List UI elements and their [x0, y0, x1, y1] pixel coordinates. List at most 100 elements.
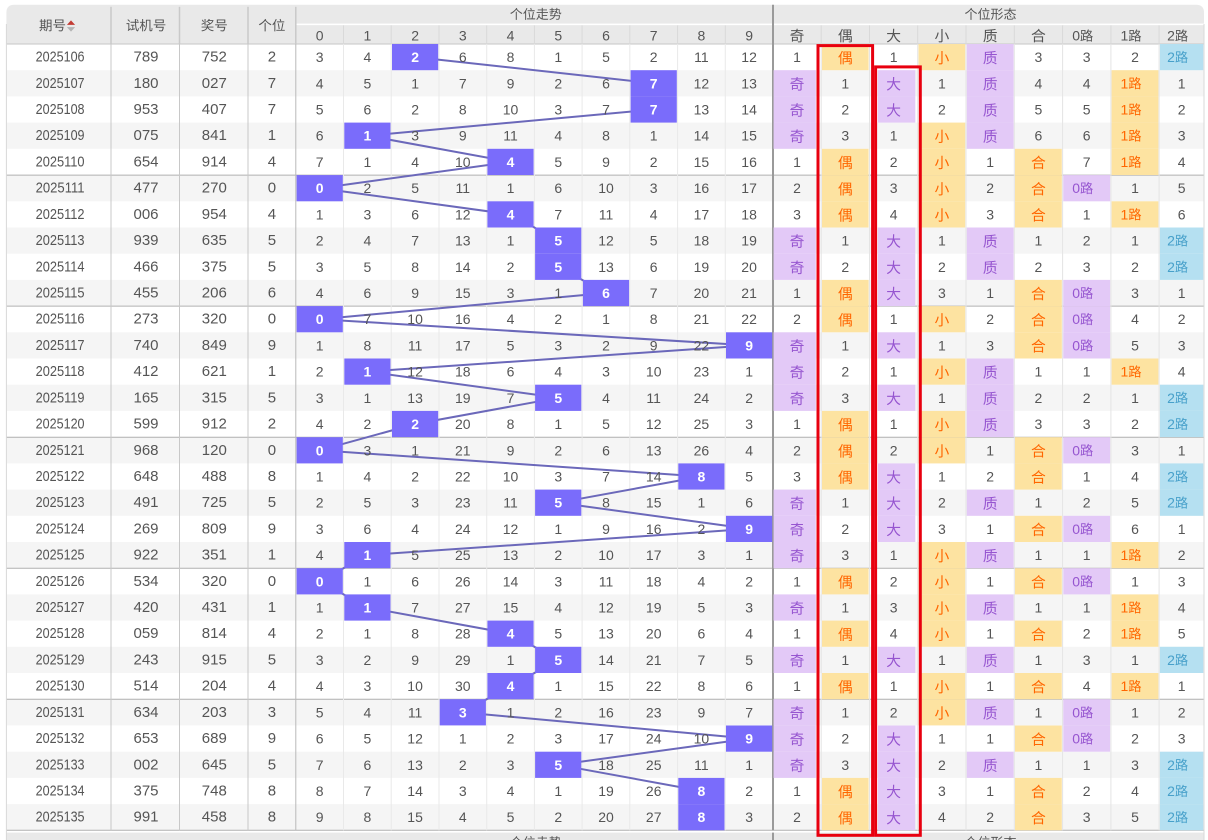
svg-text:3: 3	[793, 206, 801, 222]
svg-text:0: 0	[316, 28, 324, 44]
svg-text:7: 7	[316, 154, 324, 170]
svg-text:9: 9	[268, 520, 276, 537]
svg-text:2: 2	[1131, 259, 1139, 275]
svg-text:4: 4	[1131, 783, 1139, 799]
svg-text:4: 4	[1083, 75, 1091, 91]
svg-text:1: 1	[841, 233, 849, 249]
svg-text:2: 2	[411, 469, 419, 485]
svg-text:2025106: 2025106	[36, 49, 85, 66]
svg-text:20: 20	[741, 259, 757, 275]
svg-text:8: 8	[698, 469, 706, 485]
svg-text:2: 2	[841, 259, 849, 275]
svg-text:2025116: 2025116	[36, 311, 85, 328]
svg-text:8: 8	[507, 49, 515, 65]
svg-text:1: 1	[1035, 757, 1043, 773]
svg-text:1: 1	[793, 154, 801, 170]
svg-text:4: 4	[554, 364, 562, 380]
svg-text:23: 23	[646, 704, 662, 720]
svg-text:2: 2	[602, 337, 610, 353]
svg-text:3: 3	[986, 206, 994, 222]
svg-text:1: 1	[841, 75, 849, 91]
svg-text:14: 14	[503, 573, 519, 589]
svg-text:1: 1	[1121, 547, 1129, 563]
svg-text:27: 27	[455, 600, 471, 616]
svg-text:3: 3	[507, 757, 515, 773]
svg-text:953: 953	[133, 101, 158, 118]
svg-text:6: 6	[602, 442, 610, 458]
svg-text:2: 2	[938, 495, 946, 511]
svg-text:2: 2	[411, 49, 419, 65]
svg-text:3: 3	[364, 678, 372, 694]
svg-text:2: 2	[1167, 783, 1175, 799]
svg-text:0: 0	[268, 442, 276, 459]
svg-text:8: 8	[650, 311, 658, 327]
svg-text:6: 6	[745, 678, 753, 694]
svg-text:17: 17	[598, 731, 614, 747]
svg-text:13: 13	[598, 626, 614, 642]
svg-text:1: 1	[554, 285, 562, 301]
svg-text:9: 9	[602, 154, 610, 170]
svg-text:13: 13	[503, 547, 519, 563]
svg-text:16: 16	[741, 154, 757, 170]
svg-text:11: 11	[408, 337, 423, 353]
svg-text:4: 4	[507, 206, 515, 222]
svg-text:13: 13	[598, 259, 614, 275]
svg-text:2: 2	[1167, 233, 1175, 249]
svg-text:26: 26	[455, 573, 471, 589]
svg-text:2: 2	[1083, 626, 1091, 642]
svg-text:3: 3	[841, 757, 849, 773]
svg-text:5: 5	[1178, 626, 1186, 642]
svg-text:12: 12	[694, 75, 710, 91]
svg-text:2: 2	[841, 521, 849, 537]
svg-text:3: 3	[986, 337, 994, 353]
svg-text:2: 2	[316, 233, 324, 249]
svg-text:2: 2	[1035, 390, 1043, 406]
svg-text:3: 3	[268, 704, 276, 721]
svg-text:4: 4	[364, 49, 372, 65]
svg-text:5: 5	[411, 547, 419, 563]
svg-text:120: 120	[202, 442, 227, 459]
svg-text:375: 375	[133, 783, 158, 800]
svg-text:648: 648	[133, 468, 158, 485]
svg-text:2: 2	[507, 259, 515, 275]
svg-text:1: 1	[890, 416, 898, 432]
svg-text:11: 11	[599, 573, 614, 589]
svg-text:1: 1	[554, 783, 562, 799]
svg-text:458: 458	[202, 809, 227, 826]
svg-text:9: 9	[745, 521, 753, 537]
svg-text:5: 5	[364, 731, 372, 747]
svg-text:1: 1	[411, 442, 419, 458]
svg-text:2: 2	[411, 102, 419, 118]
svg-text:2: 2	[1083, 495, 1091, 511]
svg-text:2: 2	[986, 469, 994, 485]
svg-text:1: 1	[841, 652, 849, 668]
svg-text:420: 420	[133, 599, 158, 616]
svg-text:2: 2	[1178, 311, 1186, 327]
svg-text:5: 5	[698, 600, 706, 616]
svg-text:1: 1	[411, 75, 419, 91]
svg-text:5: 5	[745, 469, 753, 485]
svg-text:3: 3	[745, 809, 753, 825]
svg-text:2: 2	[890, 442, 898, 458]
svg-text:407: 407	[202, 101, 227, 118]
svg-text:3: 3	[554, 469, 562, 485]
svg-text:5: 5	[745, 652, 753, 668]
svg-text:8: 8	[698, 783, 706, 799]
svg-text:6: 6	[650, 259, 658, 275]
svg-text:22: 22	[741, 311, 757, 327]
svg-text:1: 1	[364, 364, 372, 380]
svg-text:1: 1	[938, 337, 946, 353]
svg-text:1: 1	[1131, 233, 1139, 249]
svg-text:16: 16	[694, 180, 710, 196]
svg-text:5: 5	[316, 102, 324, 118]
svg-text:1: 1	[841, 704, 849, 720]
svg-text:2: 2	[1083, 390, 1091, 406]
svg-text:752: 752	[202, 49, 227, 66]
svg-text:8: 8	[411, 626, 419, 642]
svg-text:4: 4	[1131, 469, 1139, 485]
svg-text:2: 2	[793, 180, 801, 196]
svg-text:6: 6	[1178, 206, 1186, 222]
svg-text:7: 7	[698, 652, 706, 668]
svg-text:8: 8	[316, 783, 324, 799]
svg-text:2: 2	[1178, 547, 1186, 563]
